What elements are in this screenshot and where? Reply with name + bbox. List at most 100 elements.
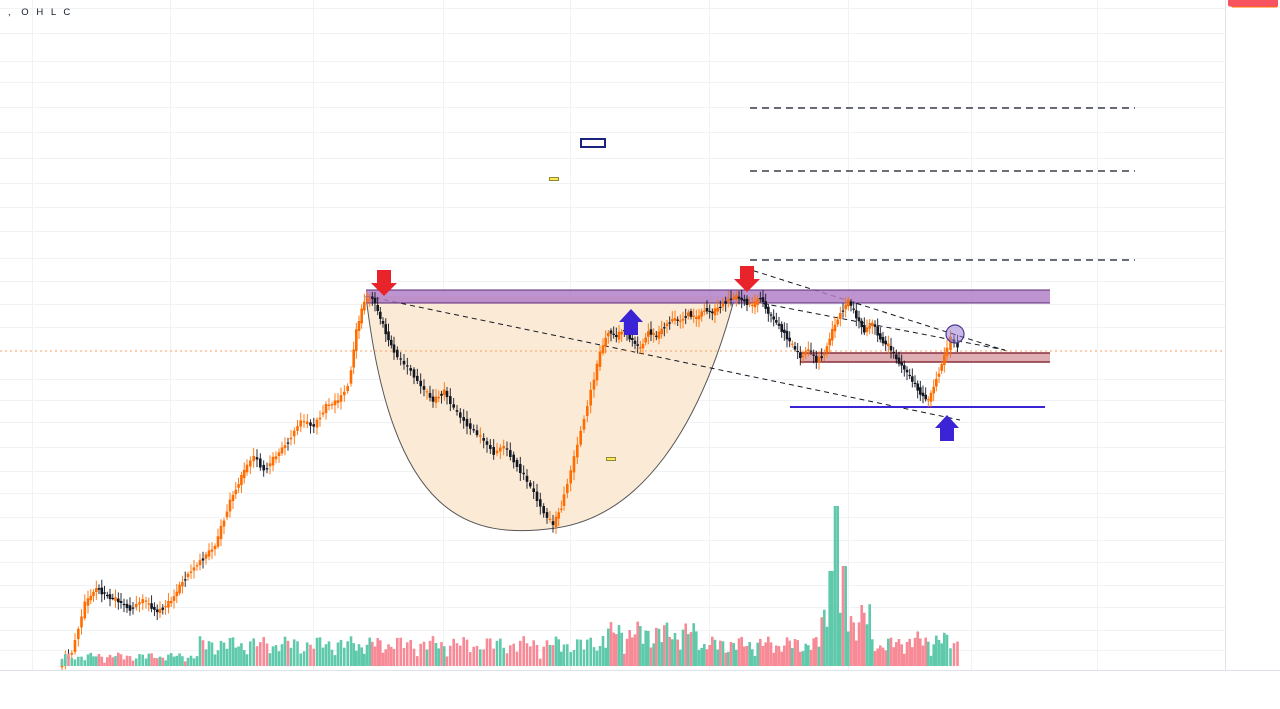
volume-bar bbox=[80, 656, 83, 666]
volume-bar bbox=[482, 649, 485, 666]
volume-bar bbox=[406, 642, 409, 666]
volume-bar bbox=[913, 637, 917, 666]
candle-body bbox=[183, 579, 187, 581]
candle-body bbox=[743, 299, 746, 302]
volume-series bbox=[60, 506, 959, 666]
candle-body bbox=[437, 396, 440, 399]
volume-bar bbox=[299, 653, 302, 666]
candle-body bbox=[557, 512, 560, 519]
candle-body bbox=[751, 304, 754, 307]
candle-body bbox=[879, 333, 882, 340]
volume-bar bbox=[542, 646, 545, 666]
candle-body bbox=[777, 323, 781, 326]
price-axis[interactable] bbox=[1225, 0, 1280, 670]
candle-body bbox=[673, 318, 677, 321]
candle-body bbox=[676, 319, 679, 321]
chart-plot-area[interactable] bbox=[0, 0, 1225, 670]
candle-body bbox=[445, 390, 449, 398]
volume-bar bbox=[625, 638, 629, 666]
candle-body bbox=[357, 321, 361, 331]
volume-bar bbox=[900, 644, 903, 666]
volume-bar bbox=[83, 660, 87, 666]
candle-body bbox=[657, 331, 661, 339]
volume-bar bbox=[255, 646, 259, 666]
volume-bar bbox=[705, 649, 709, 666]
candle-body bbox=[815, 355, 818, 363]
candle-body bbox=[245, 464, 249, 473]
current-volume-badge bbox=[1228, 0, 1278, 7]
candle-body bbox=[108, 594, 112, 600]
volume-bar bbox=[887, 638, 890, 666]
volume-bar bbox=[780, 651, 783, 666]
candle-body bbox=[652, 333, 655, 335]
volume-bar bbox=[183, 661, 187, 666]
candle-body bbox=[737, 296, 741, 299]
volume-bar bbox=[449, 645, 452, 666]
volume-bar bbox=[855, 640, 858, 666]
chart-legend[interactable]: , O H L C bbox=[8, 7, 608, 34]
candle-body bbox=[929, 392, 933, 402]
volume-bar bbox=[204, 649, 208, 666]
candle-body bbox=[799, 352, 802, 358]
candle-body bbox=[793, 346, 797, 350]
candle-body bbox=[134, 603, 138, 608]
volume-bar bbox=[828, 571, 831, 666]
volume-bar bbox=[416, 656, 419, 666]
candle-body bbox=[125, 603, 129, 609]
volume-bar bbox=[387, 644, 390, 666]
volume-bar bbox=[77, 656, 80, 666]
candle-body bbox=[336, 400, 340, 403]
volume-bar bbox=[315, 637, 319, 666]
volume-bar bbox=[660, 642, 663, 666]
candle-body bbox=[911, 376, 914, 382]
candle-body bbox=[615, 335, 618, 337]
candle-body bbox=[772, 316, 775, 320]
candle-body bbox=[820, 356, 823, 358]
candle-body bbox=[462, 417, 465, 421]
volume-bar bbox=[764, 642, 767, 666]
volume-bar bbox=[117, 652, 120, 666]
volume-bar bbox=[932, 644, 935, 666]
volume-bar bbox=[833, 506, 837, 666]
candle-body bbox=[876, 326, 879, 336]
candle-body bbox=[703, 310, 706, 312]
volume-bar bbox=[249, 641, 252, 666]
volume-bar bbox=[708, 645, 711, 666]
volume-bar bbox=[376, 638, 379, 666]
candle-body bbox=[892, 351, 895, 354]
target-levels bbox=[750, 107, 1135, 261]
volume-bar bbox=[889, 637, 893, 666]
candle-body bbox=[852, 308, 855, 310]
candle-body bbox=[402, 360, 406, 365]
volume-bar bbox=[825, 626, 829, 666]
candle-body bbox=[732, 297, 735, 299]
candle-body bbox=[117, 598, 120, 603]
volume-bar bbox=[721, 641, 725, 666]
candle-body bbox=[479, 435, 482, 437]
volume-bar bbox=[283, 636, 287, 666]
candle-body bbox=[158, 608, 162, 613]
volume-bar bbox=[368, 637, 371, 666]
volume-bar bbox=[172, 656, 176, 666]
volume-bar bbox=[911, 647, 914, 666]
candle-body bbox=[823, 353, 826, 356]
candle-body bbox=[515, 460, 519, 467]
volume-bar bbox=[807, 645, 810, 666]
sell-arrow-1 bbox=[371, 270, 397, 296]
candle-body bbox=[582, 419, 586, 430]
candle-body bbox=[695, 317, 698, 319]
volume-bar bbox=[97, 654, 101, 666]
volume-bar bbox=[392, 648, 396, 666]
candle-body bbox=[809, 350, 813, 352]
candle-body bbox=[812, 354, 815, 356]
candle-body bbox=[198, 560, 202, 566]
candle-body bbox=[485, 441, 489, 445]
volume-bar bbox=[881, 647, 885, 666]
volume-bar bbox=[330, 649, 334, 666]
candle-body bbox=[189, 571, 193, 573]
time-axis[interactable] bbox=[0, 670, 1280, 690]
volume-bar bbox=[365, 644, 369, 666]
candle-body bbox=[495, 450, 499, 454]
volume-bar bbox=[150, 653, 153, 666]
volume-bar bbox=[607, 628, 610, 666]
